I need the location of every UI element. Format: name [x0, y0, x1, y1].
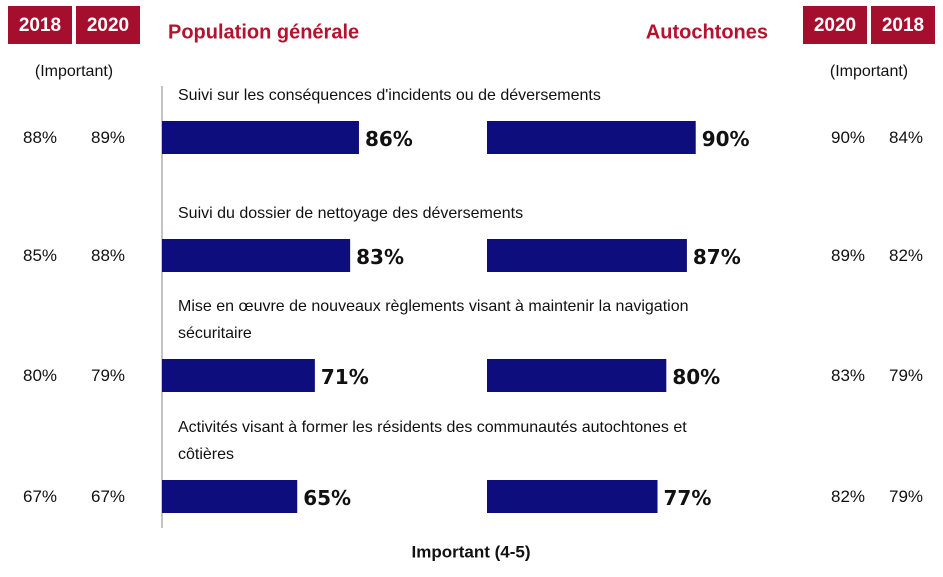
value-label: 90%: [702, 127, 750, 151]
side-subtitle: (Important): [35, 63, 113, 80]
category-label: Suivi du dossier de nettoyage des dévers…: [178, 205, 524, 222]
series-title: Population générale: [168, 21, 359, 43]
value-label: 86%: [365, 127, 413, 151]
value-label: 80%: [672, 365, 720, 389]
category-label: Suivi sur les conséquences d'incidents o…: [178, 87, 601, 104]
label-bg: [695, 121, 754, 154]
side-value: 82%: [831, 487, 865, 506]
header-year: 2020: [814, 15, 856, 36]
header-box: [76, 6, 140, 44]
category-label: Mise en œuvre de nouveaux règlements vis…: [178, 298, 689, 342]
side-subtitle: (Important): [830, 63, 908, 80]
side-value: 83%: [831, 366, 865, 385]
side-value: 79%: [91, 366, 125, 385]
side-value: 67%: [23, 487, 57, 506]
label-bg: [657, 480, 716, 513]
value-label: 87%: [693, 245, 741, 269]
side-value: 79%: [889, 487, 923, 506]
header-box: [8, 6, 72, 44]
label-bg: [314, 359, 373, 392]
side-value: 80%: [23, 366, 57, 385]
label-bg: [666, 359, 725, 392]
label-bg: [297, 480, 356, 513]
header-year: 2020: [87, 15, 129, 36]
header-year: 2018: [19, 15, 61, 36]
value-label: 71%: [321, 365, 369, 389]
label-bg: [350, 239, 409, 272]
header-box: [871, 6, 935, 44]
label-bg: [686, 239, 745, 272]
x-axis-label: Important (4-5): [412, 542, 531, 561]
series-title: Autochtones: [646, 21, 768, 43]
header-box: [803, 6, 867, 44]
side-value: 79%: [889, 366, 923, 385]
category-label: Activités visant à former les résidents …: [178, 419, 687, 463]
value-label: 83%: [356, 245, 404, 269]
side-value: 88%: [23, 128, 57, 147]
side-value: 84%: [889, 128, 923, 147]
side-value: 90%: [831, 128, 865, 147]
side-value: 82%: [889, 246, 923, 265]
label-bg: [358, 121, 417, 154]
side-value: 88%: [91, 246, 125, 265]
side-value: 67%: [91, 487, 125, 506]
value-label: 65%: [303, 486, 351, 510]
side-value: 89%: [831, 246, 865, 265]
side-value: 85%: [23, 246, 57, 265]
side-value: 89%: [91, 128, 125, 147]
header-year: 2018: [882, 15, 924, 36]
value-label: 77%: [664, 486, 712, 510]
